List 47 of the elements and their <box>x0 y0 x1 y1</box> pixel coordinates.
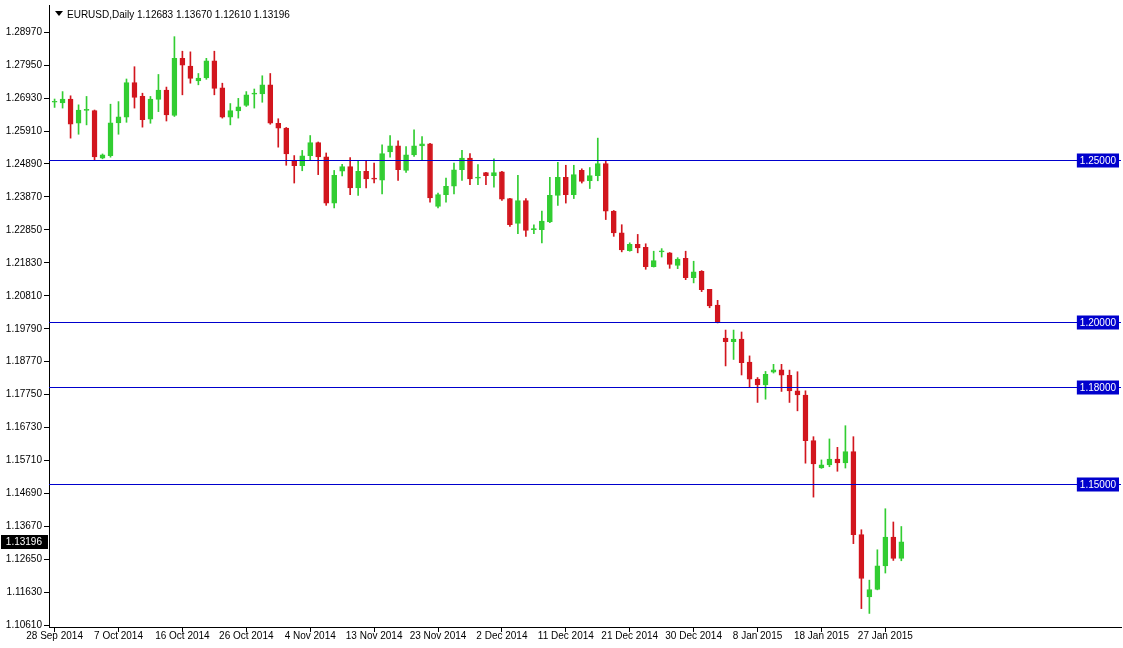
candlestick <box>291 155 298 184</box>
x-tick-label: 7 Oct 2014 <box>94 629 144 641</box>
y-tick-label: 1.21830 <box>5 256 43 268</box>
y-tick-label: 1.14690 <box>5 487 43 499</box>
y-tick-label: 1.12650 <box>5 553 43 565</box>
candlestick <box>371 162 377 184</box>
ref-line-label: 1.15000 <box>1079 478 1117 490</box>
candlestick <box>491 158 497 188</box>
x-tick-label: 21 Dec 2014 <box>601 629 659 641</box>
y-tick-label: 1.28970 <box>5 25 43 37</box>
x-tick-label: 2 Dec 2014 <box>476 629 528 641</box>
y-tick-label: 1.13670 <box>5 520 43 532</box>
candlestick <box>251 88 258 109</box>
x-tick-label: 28 Sep 2014 <box>26 629 84 641</box>
y-tick-label: 1.18770 <box>5 355 43 367</box>
y-tick-label: 1.19790 <box>5 322 43 334</box>
candlestick <box>475 164 481 185</box>
y-tick-label: 1.26930 <box>5 91 43 103</box>
ref-line-label: 1.18000 <box>1079 381 1117 393</box>
x-tick-label: 16 Oct 2014 <box>155 629 211 641</box>
candlestick <box>275 118 282 148</box>
ref-line-label: 1.20000 <box>1079 316 1117 328</box>
chart-title: EURUSD,Daily 1.12683 1.13670 1.12610 1.13196 <box>67 8 291 20</box>
y-tick-label: 1.20810 <box>5 289 43 301</box>
x-tick-label: 11 Dec 2014 <box>537 629 595 641</box>
y-tick-label: 1.25910 <box>5 124 43 136</box>
x-tick-label: 8 Jan 2015 <box>732 629 783 641</box>
y-tick-label: 1.15710 <box>5 454 43 466</box>
x-tick-label: 18 Jan 2015 <box>793 629 850 641</box>
x-tick-label: 26 Oct 2014 <box>219 629 274 641</box>
y-tick-label: 1.11630 <box>6 586 43 598</box>
x-tick-label: 30 Dec 2014 <box>665 629 723 641</box>
y-tick-label: 1.17750 <box>5 388 43 400</box>
y-tick-label: 1.27950 <box>5 58 43 70</box>
candlestick <box>658 248 665 258</box>
candlestick <box>634 234 641 254</box>
text: 1.13196 <box>5 536 43 548</box>
x-tick-label: 27 Jan 2015 <box>857 629 914 641</box>
ref-line-label: 1.25000 <box>1079 154 1117 166</box>
y-tick-label: 1.24890 <box>5 157 43 169</box>
y-tick-label: 1.22850 <box>5 223 43 235</box>
y-tick-label: 1.23870 <box>5 190 43 202</box>
y-tick-label: 1.10610 <box>5 619 43 631</box>
y-tick-label: 1.16730 <box>5 421 43 433</box>
x-tick-label: 23 Nov 2014 <box>409 629 467 641</box>
x-tick-label: 4 Nov 2014 <box>284 629 337 641</box>
x-tick-label: 13 Nov 2014 <box>345 629 403 641</box>
